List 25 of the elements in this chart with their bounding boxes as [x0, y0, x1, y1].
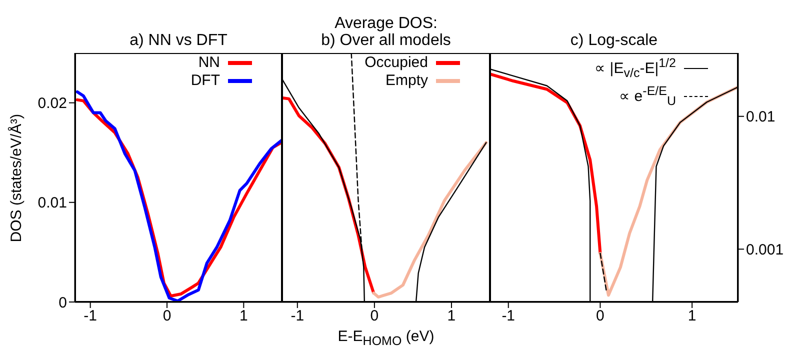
chart-title: c) Log-scale: [569, 32, 659, 50]
legend-label: DFT: [190, 72, 220, 90]
chart-title: a) NN vs DFT: [128, 32, 228, 50]
x-tick-label: 0: [596, 308, 604, 325]
x-tick-label: -1: [84, 308, 98, 325]
x-tick-label: 0: [370, 308, 379, 325]
x-tick-label: 0: [162, 308, 172, 325]
legend-label: Occupied: [364, 54, 428, 72]
y-tick-label: 0.02: [38, 95, 67, 112]
legend-label: NN: [198, 54, 220, 72]
legend-label: Empty: [385, 72, 428, 90]
chart-subtitle: b) Over all models: [320, 32, 452, 50]
x-axis-title: E-E$_{HOMO}$ (eV): [336, 328, 436, 348]
x-tick-label: 1: [239, 308, 248, 325]
chart-title: Average DOS:: [334, 15, 438, 33]
y-tick-label: 0: [58, 294, 67, 312]
y2-tick-label: 0.01: [746, 108, 776, 126]
legend-label: ∝ |E$_{v/c}$-E|$^{1/2}$: [594, 55, 676, 82]
y2-tick-label: 0.001: [746, 241, 784, 258]
x-tick-label: -1: [290, 308, 304, 325]
y-axis-title: DOS (states/eV/Å³): [8, 112, 26, 244]
y-tick-label: 0.01: [38, 194, 67, 212]
x-tick-label: -1: [502, 308, 516, 325]
x-tick-label: 1: [447, 308, 456, 325]
x-tick-label: 1: [688, 308, 696, 325]
